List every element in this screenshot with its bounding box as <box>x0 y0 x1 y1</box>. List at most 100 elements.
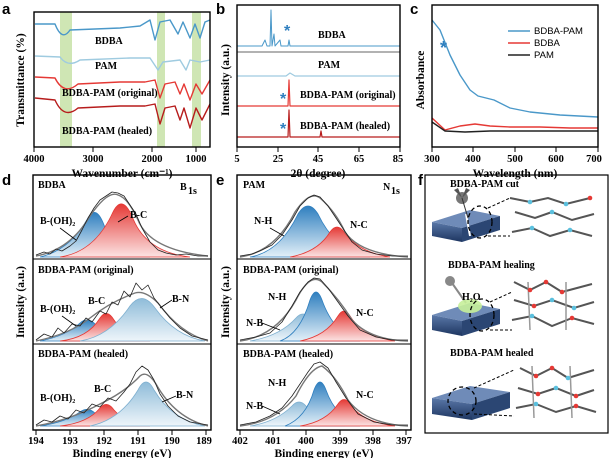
x-tick-label: 65 <box>354 154 365 165</box>
series-label-healed: BDBA-PAM (healed) <box>300 121 390 132</box>
x-tick-label: 700 <box>586 154 602 165</box>
series-line-bdba-pam-healed <box>237 109 400 138</box>
x-axis-label: Wavelength (nm) <box>473 168 558 180</box>
x-tick-label: 397 <box>396 436 412 447</box>
peak-label: N-H <box>268 378 287 389</box>
x-tick-label: 400 <box>465 154 481 165</box>
x-tick-label: 45 <box>313 154 324 165</box>
subpanel-title: BDBA <box>38 180 67 191</box>
y-axis-label: Transmittance (%) <box>15 33 27 127</box>
axes-frame <box>32 174 212 431</box>
peak-label: B-N <box>176 390 194 401</box>
panel-a-label: a <box>2 1 11 18</box>
water-label: H₂O <box>462 292 481 303</box>
x-tick-label: 194 <box>28 436 45 447</box>
state-label: BDBA-PAM healed <box>450 348 534 359</box>
peak-label: N-B <box>246 318 264 329</box>
panel-e: e N 1s PAM N-H N-C BDBA-PAM (original) N… <box>216 172 412 458</box>
peak-label: B-(OH)₂ <box>40 393 75 404</box>
x-tick-label: 300 <box>424 154 440 165</box>
peak-label: N-C <box>350 220 368 231</box>
x-tick-label: 500 <box>507 154 523 165</box>
x-tick-label: 191 <box>130 436 146 447</box>
panel-c: c * BDBA-PAM BDBA PAM 300 400 500 600 70… <box>410 1 602 180</box>
subpanel-title: PAM <box>243 180 266 191</box>
y-axis-label: Intensity (a.u.) <box>220 266 232 338</box>
x-tick-label: 1000 <box>186 154 207 165</box>
series-line-bdba-pam-original <box>34 76 211 101</box>
series-line-bdba <box>237 9 400 47</box>
series-line-pam <box>237 72 400 77</box>
peak-label: B-(OH)₂ <box>40 216 75 227</box>
panel-f-label: f <box>418 172 424 189</box>
highlight-band <box>192 12 201 147</box>
peak-label: N-H <box>254 216 273 227</box>
x-tick-label: 189 <box>196 436 212 447</box>
element-label: N <box>383 182 391 193</box>
x-tick-label: 401 <box>265 436 281 447</box>
panel-a: a BDBA PAM BDBA-PAM (original) BDBA-PAM … <box>2 1 211 180</box>
state-label: BDBA-PAM cut <box>450 179 520 190</box>
series-label-original: BDBA-PAM (original) <box>62 88 158 99</box>
x-tick-label: 4000 <box>24 154 45 165</box>
panel-b: b BDBA PAM BDBA-PAM (original) BDBA-PAM … <box>216 1 403 180</box>
y-axis-label: Intensity (a.u.) <box>15 266 27 338</box>
x-axis-label: Binding energy (eV) <box>274 448 373 458</box>
peak-label: N-C <box>356 308 374 319</box>
panel-f: f BDBA-PAM cut BDBA-PAM healing H₂O <box>418 172 609 434</box>
series-line-pam <box>34 55 211 71</box>
x-axis-label: Binding energy (eV) <box>72 448 171 458</box>
legend-label: BDBA-PAM <box>534 26 583 37</box>
peak-label: B-C <box>88 296 105 307</box>
x-tick-label: 402 <box>232 436 248 447</box>
series-label-healed: BDBA-PAM (healed) <box>62 126 152 137</box>
x-tick-label: 398 <box>365 436 381 447</box>
series-line-bdba <box>35 19 211 41</box>
element-sublabel: 1s <box>391 186 400 197</box>
x-tick-label: 399 <box>332 436 348 447</box>
x-tick-label: 600 <box>548 154 564 165</box>
x-tick-label: 193 <box>62 436 78 447</box>
series-label-bdba: BDBA <box>95 36 124 47</box>
legend-label: BDBA <box>534 38 561 49</box>
asterisk-marker: * <box>280 91 287 108</box>
y-axis-label: Absorbance <box>415 51 427 110</box>
series-label-original: BDBA-PAM (original) <box>300 90 396 101</box>
element-sublabel: 1s <box>188 186 197 197</box>
x-tick-label: 2000 <box>142 154 163 165</box>
highlight-band <box>157 12 165 147</box>
peak-label: N-B <box>246 401 264 412</box>
y-axis-label: Intensity (a.u.) <box>220 44 232 116</box>
series-line-bdba-pam <box>431 19 599 118</box>
x-tick-label: 85 <box>393 154 404 165</box>
panel-b-label: b <box>216 1 225 18</box>
subpanel-title: BDBA-PAM (healed) <box>243 349 333 360</box>
element-label: B <box>180 182 187 193</box>
x-tick-label: 5 <box>234 154 239 165</box>
panel-e-label: e <box>216 172 224 189</box>
legend-label: PAM <box>534 50 554 61</box>
series-line-bdba <box>431 117 598 131</box>
x-tick-label: 190 <box>164 436 180 447</box>
asterisk-marker: * <box>284 23 291 40</box>
x-axis-label: Wavenumber (cm⁻¹) <box>72 168 173 180</box>
panel-d: d B 1s BDBA B-(OH)₂ B-C BDBA-PAM (origin… <box>2 172 212 458</box>
subpanel-title: BDBA-PAM (healed) <box>38 349 128 360</box>
panel-d-label: d <box>2 172 11 189</box>
x-tick-label: 192 <box>96 436 112 447</box>
state-label: BDBA-PAM healing <box>448 260 535 271</box>
series-label-pam: PAM <box>95 61 118 72</box>
subpanel-title: BDBA-PAM (original) <box>243 265 339 276</box>
series-line-pam <box>431 121 598 133</box>
peak-label: N-H <box>268 292 287 303</box>
subpanel-title: BDBA-PAM (original) <box>38 265 134 276</box>
x-axis-label: 2θ (degree) <box>291 168 346 180</box>
x-tick-label: 3000 <box>83 154 104 165</box>
series-line-bdba-pam-healed <box>34 97 211 129</box>
peak-label: B-C <box>130 210 147 221</box>
highlight-band <box>60 12 72 147</box>
peak-label: B-N <box>172 294 190 305</box>
peak-label: B-C <box>94 384 111 395</box>
schematic-frame <box>424 174 609 434</box>
